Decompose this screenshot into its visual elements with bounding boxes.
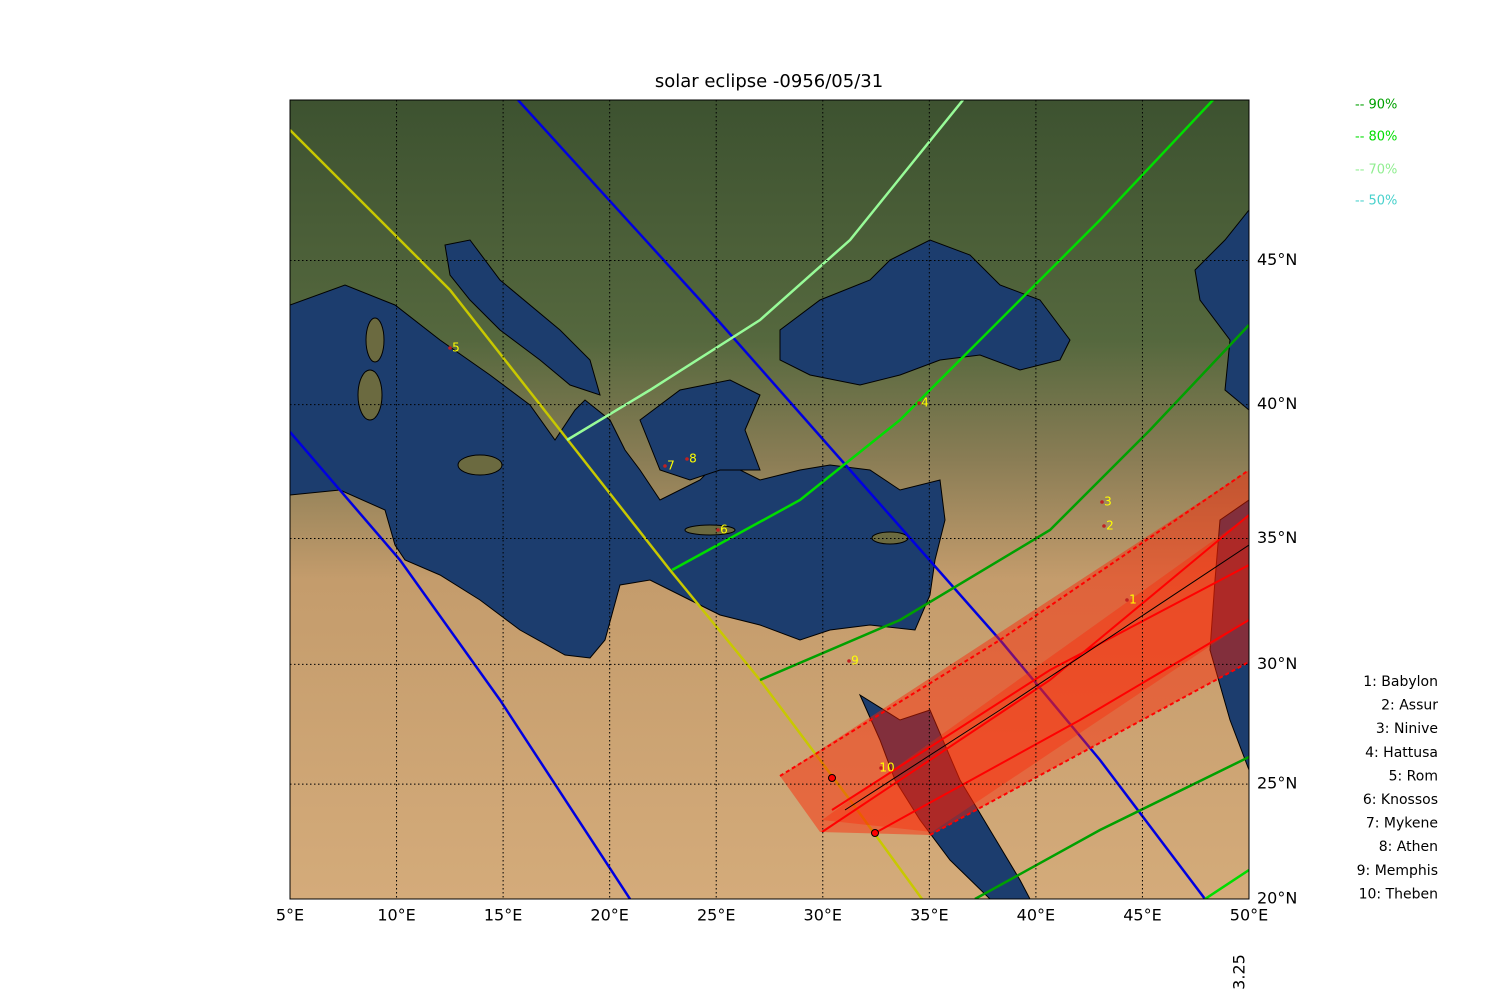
- lat-tick-label: 45°N: [1257, 250, 1297, 269]
- lon-tick-label: 45°E: [1123, 906, 1161, 925]
- seas: [290, 209, 1249, 899]
- site-label: 5: [452, 341, 460, 355]
- site-dot: [1102, 524, 1106, 528]
- site-dot: [716, 528, 720, 532]
- lon-tick-label: 20°E: [590, 906, 628, 925]
- site-dot: [663, 464, 667, 468]
- graticule: [290, 100, 1249, 899]
- lon-tick-label: 50°E: [1230, 906, 1268, 925]
- map-area: 1 2 3 4 5 6 7 8 9 10: [290, 100, 1249, 899]
- place-entry: 1: Babylon: [1363, 674, 1438, 690]
- site-dot: [685, 457, 689, 461]
- eclipse-lines: [290, 100, 1249, 899]
- site-dot: [917, 401, 921, 405]
- lon-tick-label: 35°E: [910, 906, 948, 925]
- lat-tick-label: 20°N: [1257, 889, 1297, 908]
- place-entry: 8: Athen: [1379, 839, 1438, 855]
- site-label: 4: [921, 396, 929, 410]
- place-entry: 7: Mykene: [1366, 816, 1438, 832]
- lat-tick-label: 35°N: [1257, 528, 1297, 547]
- site-label: 6: [720, 523, 728, 537]
- lon-tick-label: 25°E: [697, 906, 735, 925]
- site-dot: [1125, 598, 1129, 602]
- site-dot: [1100, 500, 1104, 504]
- site-label: 8: [689, 452, 697, 466]
- site-dot: [448, 346, 452, 350]
- lon-tick-label: 10°E: [377, 906, 415, 925]
- place-entry: 5: Rom: [1389, 768, 1438, 784]
- lon-tick-label: 15°E: [484, 906, 522, 925]
- site-label: 7: [667, 459, 675, 473]
- legend-entry: -- 90%: [1355, 98, 1397, 113]
- lat-tick-label: 40°N: [1257, 394, 1297, 413]
- legend-entry: -- 80%: [1355, 130, 1397, 145]
- side-note: 3.25: [1230, 954, 1249, 990]
- site-label: 2: [1106, 519, 1114, 533]
- site-label: 1: [1129, 593, 1137, 607]
- place-entry: 9: Memphis: [1357, 863, 1438, 879]
- lon-tick-label: 5°E: [276, 906, 304, 925]
- site-label: 10: [879, 761, 894, 775]
- legend-entry: -- 50%: [1355, 194, 1397, 209]
- lat-tick-label: 25°N: [1257, 774, 1297, 793]
- place-entry: 2: Assur: [1381, 698, 1438, 714]
- site-dot: [847, 659, 851, 663]
- lon-tick-label: 40°E: [1017, 906, 1055, 925]
- site-labels: 1 2 3 4 5 6 7 8 9 10: [448, 341, 1137, 775]
- site-label: 9: [851, 654, 859, 668]
- map-frame: [289, 99, 1250, 900]
- place-entry: 4: Hattusa: [1365, 745, 1438, 761]
- legend-entry: -- 70%: [1355, 163, 1397, 178]
- site-dot: [879, 766, 883, 770]
- place-entry: 6: Knossos: [1363, 792, 1438, 808]
- place-entry: 10: Theben: [1359, 886, 1438, 902]
- lon-tick-label: 30°E: [804, 906, 842, 925]
- site-label: 3: [1104, 495, 1112, 509]
- title: solar eclipse -0956/05/31: [655, 71, 883, 92]
- lat-tick-label: 30°N: [1257, 654, 1297, 673]
- place-entry: 3: Ninive: [1376, 721, 1438, 737]
